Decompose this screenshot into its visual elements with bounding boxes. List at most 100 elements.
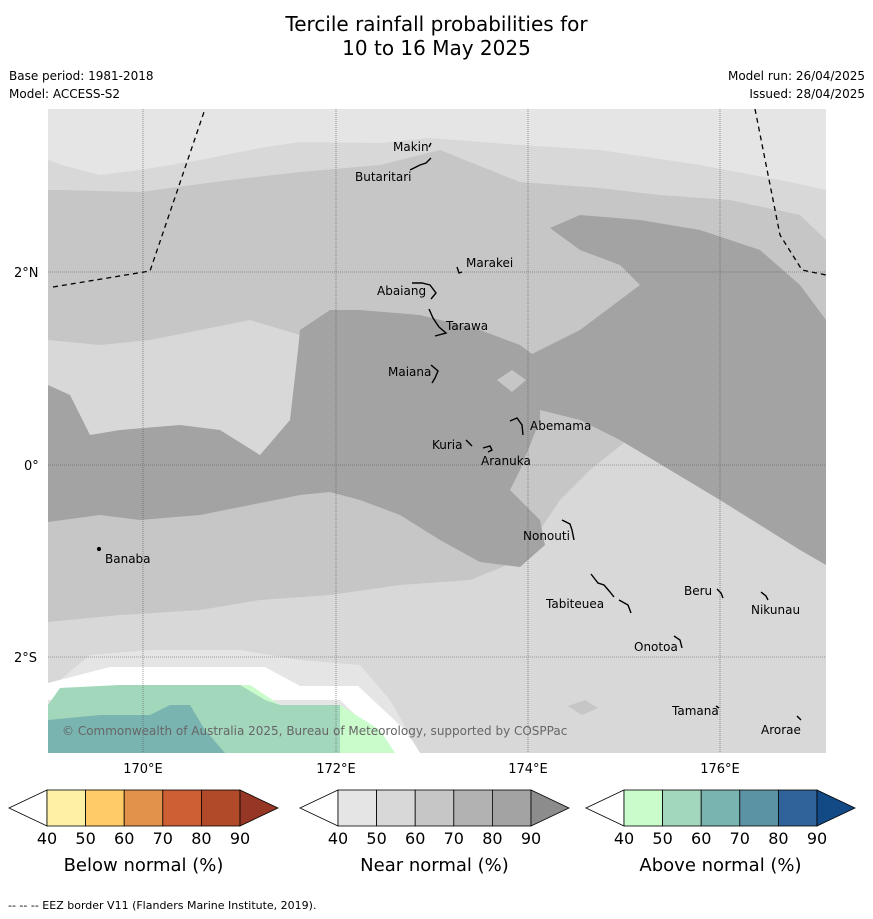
title-line-1: Tercile rainfall probabilities for — [285, 12, 588, 36]
near-normal-swatch — [376, 789, 416, 827]
label-arorae: Arorae — [761, 723, 801, 737]
near-normal-tick-label: 80 — [482, 829, 502, 848]
eez-border-east — [754, 109, 826, 276]
probability-field — [48, 109, 826, 753]
nikunau-island — [760, 591, 769, 601]
near-normal-50-spot — [568, 700, 598, 715]
copyright-credit: © Commonwealth of Australia 2025, Bureau… — [62, 724, 568, 738]
above-normal-tick-label: 90 — [807, 829, 827, 848]
maiana-island — [430, 364, 439, 384]
above-normal-tick-label: 80 — [768, 829, 788, 848]
below-normal-label: Below normal (%) — [64, 855, 224, 876]
above-normal-swatch — [739, 789, 779, 827]
below-normal-over-triangle — [239, 789, 279, 827]
tabiteuea-north — [590, 573, 615, 598]
below-normal-colorbar: 40 50 60 70 80 90 Below normal (%) — [8, 789, 279, 876]
below-normal-tick-label: 40 — [37, 829, 57, 848]
onotoa-island — [673, 635, 683, 649]
tamana-island — [715, 705, 720, 709]
above-normal-tick-label: 40 — [614, 829, 634, 848]
lon-label-170e: 170°E — [123, 762, 163, 777]
near-normal-tick-label: 70 — [444, 829, 464, 848]
label-maiana: Maiana — [388, 365, 431, 379]
map-title: Tercile rainfall probabilities for 10 to… — [0, 12, 873, 60]
near-normal-tick-label: 40 — [328, 829, 348, 848]
label-nonouti: Nonouti — [523, 529, 570, 543]
title-line-2: 10 to 16 May 2025 — [342, 36, 531, 60]
below-normal-under-triangle — [8, 789, 48, 827]
label-abaiang: Abaiang — [377, 284, 426, 298]
axis-labels: 2°N 0° 2°S 170°E 172°E 174°E 176°E — [14, 266, 740, 777]
below-normal-swatch — [200, 789, 241, 827]
above-normal-tick-label: 70 — [730, 829, 750, 848]
label-beru: Beru — [684, 584, 712, 598]
graticule — [48, 109, 826, 753]
near-normal-tick-label: 50 — [366, 829, 386, 848]
label-onotoa: Onotoa — [634, 640, 678, 654]
eez-border — [52, 109, 826, 288]
banaba-island — [96, 546, 102, 552]
above-normal-60-region — [48, 705, 225, 753]
tabiteuea-south — [618, 599, 632, 614]
abemama-island — [509, 417, 524, 436]
abaiang-island — [412, 282, 437, 300]
above-normal-under-triangle — [585, 789, 625, 827]
nonouti-island — [561, 519, 575, 541]
arorae-island — [796, 715, 802, 721]
below-normal-tick-label: 50 — [75, 829, 95, 848]
lat-label-2s: 2°S — [14, 651, 37, 666]
near-normal-60-spot — [497, 370, 526, 392]
near-normal-tick-label: 60 — [405, 829, 425, 848]
meta-left: Base period: 1981-2018 Model: ACCESS-S2 — [9, 67, 154, 103]
label-aranuka: Aranuka — [481, 454, 531, 468]
lon-label-172e: 172°E — [316, 762, 356, 777]
kuria-island — [465, 439, 473, 447]
place-labels: Makin Butaritari Marakei Abaiang Tarawa … — [105, 140, 801, 737]
near-normal-under-triangle — [299, 789, 339, 827]
below-normal-swatch — [123, 789, 164, 827]
lat-label-2n: 2°N — [14, 266, 39, 281]
below-normal-tick-label: 60 — [114, 829, 134, 848]
label-tarawa: Tarawa — [445, 319, 488, 333]
near-normal-40-region — [48, 109, 826, 190]
model-name: Model: ACCESS-S2 — [9, 87, 121, 101]
near-normal-70-region — [500, 215, 826, 565]
lat-label-0: 0° — [24, 459, 39, 474]
below-normal-tick-label: 80 — [191, 829, 211, 848]
label-banaba: Banaba — [105, 552, 151, 566]
above-normal-tick-label: 60 — [691, 829, 711, 848]
aranuka-island — [482, 445, 493, 453]
lon-label-176e: 176°E — [700, 762, 740, 777]
near-normal-over-triangle — [530, 789, 570, 827]
eez-footnote: -- -- -- EEZ border V11 (Flanders Marine… — [8, 899, 317, 912]
label-marakei: Marakei — [466, 256, 513, 270]
near-normal-swatch — [337, 789, 377, 827]
label-tamana: Tamana — [671, 704, 719, 718]
marakei-island — [456, 266, 463, 274]
model-run: Model run: 26/04/2025 — [727, 69, 865, 83]
below-normal-tick-label: 70 — [153, 829, 173, 848]
issued-date: Issued: 28/04/2025 — [749, 87, 865, 101]
near-normal-70-core — [48, 310, 545, 567]
makin-island — [428, 142, 432, 148]
base-period: Base period: 1981-2018 — [9, 69, 154, 83]
above-normal-swatch — [623, 789, 663, 827]
near-normal-label: Near normal (%) — [360, 855, 509, 876]
near-normal-swatch — [453, 789, 493, 827]
below-normal-swatch — [46, 789, 86, 827]
lon-label-174e: 174°E — [508, 762, 548, 777]
above-normal-colorbar: 40 50 60 70 80 90 Above normal (%) — [585, 789, 856, 876]
near-normal-swatch — [491, 789, 532, 827]
above-normal-swatch — [778, 789, 818, 827]
above-normal-over-triangle — [816, 789, 856, 827]
above-normal-label: Above normal (%) — [639, 855, 801, 876]
beru-island — [716, 588, 724, 599]
below-normal-swatch — [85, 789, 125, 827]
butaritari-island — [409, 157, 432, 171]
near-normal-tick-label: 90 — [521, 829, 541, 848]
label-makin: Makin — [393, 140, 429, 154]
near-normal-swatch — [414, 789, 455, 827]
above-normal-tick-label: 50 — [652, 829, 672, 848]
tarawa-island — [428, 308, 448, 337]
